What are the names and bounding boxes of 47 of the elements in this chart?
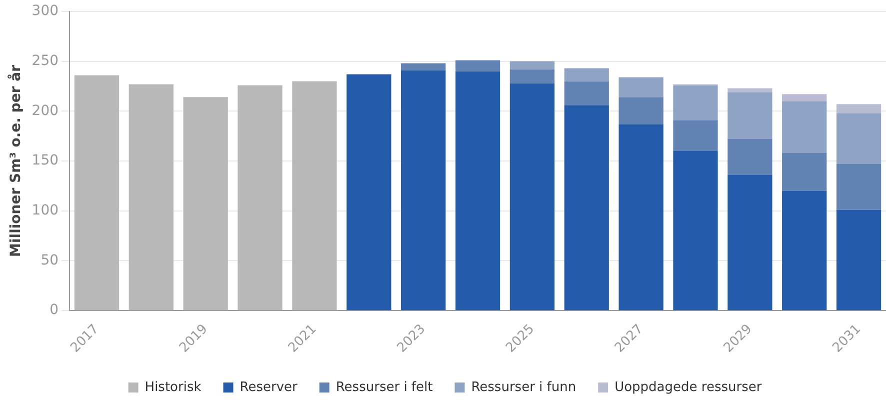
- y-axis-title: Millioner Sm³ o.e. per år: [7, 64, 24, 257]
- y-tick-label: 150: [32, 152, 59, 169]
- bar: [618, 77, 664, 98]
- bar: [618, 124, 664, 310]
- bar: [292, 81, 337, 310]
- legend-label: Historisk: [144, 380, 202, 395]
- bar: [510, 61, 555, 70]
- bar: [836, 113, 882, 164]
- legend-label: Ressurser i funn: [471, 380, 576, 395]
- bar: [238, 85, 282, 310]
- bar: [836, 164, 882, 210]
- bar: [128, 84, 174, 310]
- bar: [673, 85, 718, 120]
- legend-label: Reserver: [240, 380, 298, 395]
- bar: [455, 71, 500, 310]
- bar: [618, 97, 664, 124]
- bar: [455, 60, 500, 72]
- bar: [728, 174, 772, 310]
- bar: [782, 153, 827, 191]
- bar: [564, 68, 609, 82]
- y-tick-label: 250: [32, 52, 59, 69]
- bar: [836, 104, 882, 114]
- bar: [510, 69, 555, 84]
- bar: [401, 70, 446, 310]
- bar: [510, 83, 555, 310]
- y-tick-label: 200: [32, 102, 59, 119]
- y-tick-label: 0: [50, 302, 59, 318]
- legend-label: Ressurser i felt: [336, 380, 433, 395]
- bar: [782, 190, 827, 310]
- bar: [782, 94, 827, 102]
- bar: [782, 101, 827, 154]
- y-tick-label: 100: [32, 202, 59, 218]
- bar: [564, 81, 609, 106]
- bar: [728, 88, 772, 92]
- bar: [74, 75, 120, 310]
- bar: [401, 63, 446, 70]
- bar: [183, 97, 228, 310]
- bar: [673, 151, 718, 310]
- y-tick-label: 300: [32, 3, 59, 20]
- bar: [564, 105, 609, 310]
- y-tick-label: 50: [40, 252, 59, 268]
- legend-label: Uoppdagede ressurser: [614, 380, 762, 395]
- bar: [673, 120, 718, 152]
- bar: [728, 92, 772, 140]
- bar: [728, 139, 772, 175]
- bar: [836, 210, 882, 310]
- bar: [346, 74, 392, 310]
